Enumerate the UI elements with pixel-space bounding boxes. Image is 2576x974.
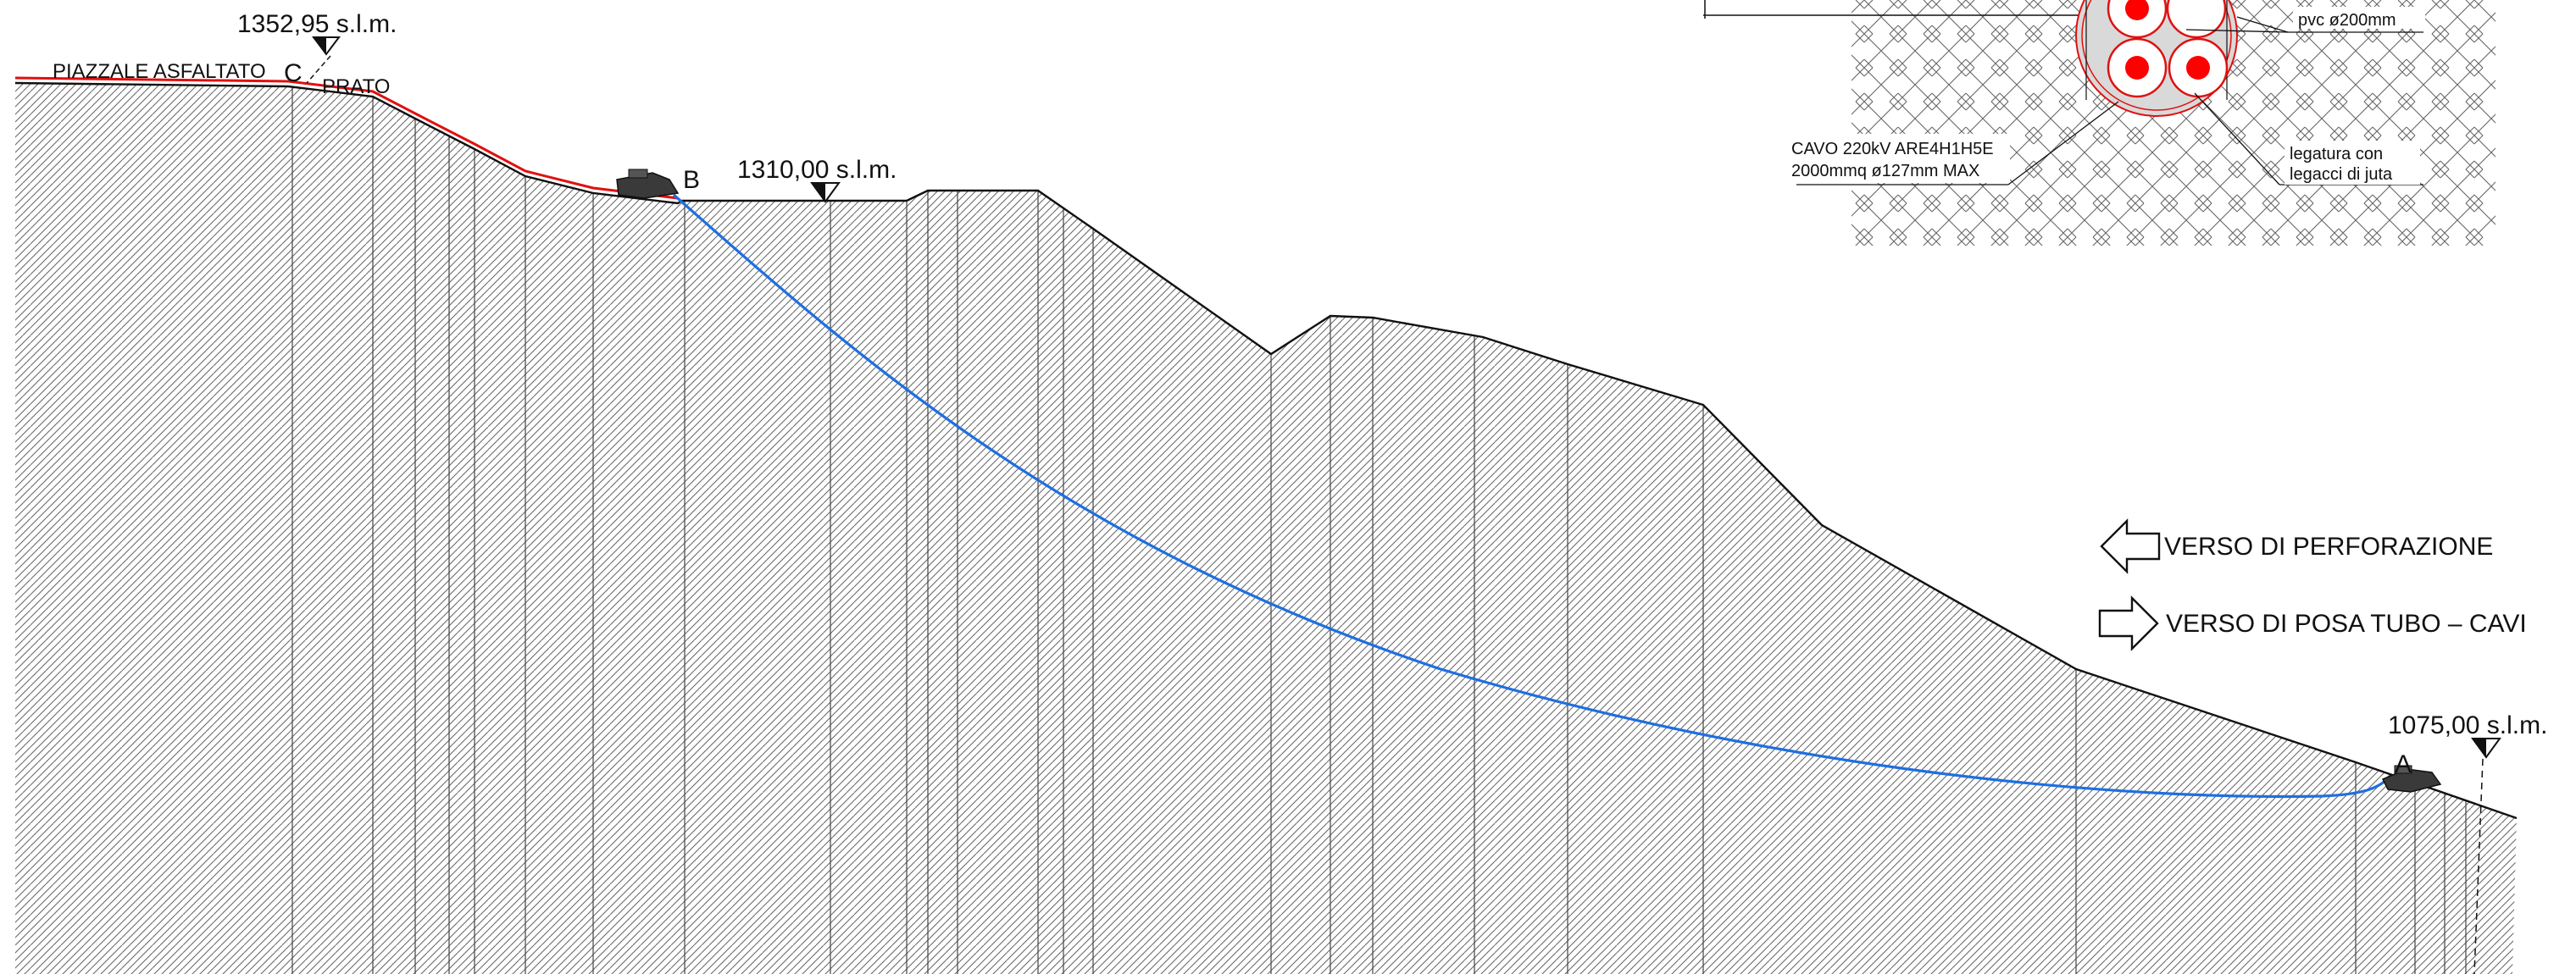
drill-path: [672, 193, 2386, 799]
elevation-label-b: 1310,00 s.l.m.: [737, 156, 897, 184]
legend-laying-label: VERSO DI POSA TUBO – CAVI: [2166, 610, 2527, 638]
detail-cable-label-1: CAVO 220kV ARE4H1H5E: [1791, 140, 1994, 158]
surface-red-line: [14, 76, 679, 200]
elevation-marker-b: [810, 182, 841, 203]
elevation-label-a: 1075,00 s.l.m.: [2388, 711, 2547, 739]
drilling-direction-legend: VERSO DI PERFORAZIONE: [2100, 518, 2493, 574]
point-label-a: A: [2395, 750, 2412, 778]
detail-pvc-label: pvc ø200mm: [2298, 11, 2396, 30]
arrow-right-icon: [2098, 595, 2159, 651]
legend-drilling-label: VERSO DI PERFORAZIONE: [2164, 533, 2493, 561]
cable-section-detail: pvc ø200mm CAVO 220kV ARE4H1H5E 2000mmq …: [1703, 0, 2496, 246]
laying-direction-legend: VERSO DI POSA TUBO – CAVI: [2098, 595, 2527, 651]
elevation-label-c: 1352,95 s.l.m.: [237, 10, 397, 38]
surface-label-asphalt: PIAZZALE ASFALTATO: [53, 60, 266, 83]
detail-binding-label-1: legatura con: [2290, 145, 2383, 163]
drill-rig-a-icon: [2381, 765, 2442, 793]
drill-rig-b-icon: [616, 169, 680, 199]
elevation-marker-a: [2471, 738, 2501, 974]
cable-bundle: [2107, 0, 2229, 98]
elevation-marker-c: [306, 36, 341, 84]
detail-binding-label-2: legacci di juta: [2290, 165, 2393, 184]
detail-cable-label-2: 2000mmq ø127mm MAX: [1791, 162, 1979, 180]
ground-profile-line: [14, 81, 2518, 820]
point-label-b: B: [683, 166, 700, 194]
surface-label-meadow: PRATO: [322, 75, 390, 98]
arrow-left-icon: [2100, 518, 2161, 574]
point-label-c: C: [284, 59, 303, 87]
